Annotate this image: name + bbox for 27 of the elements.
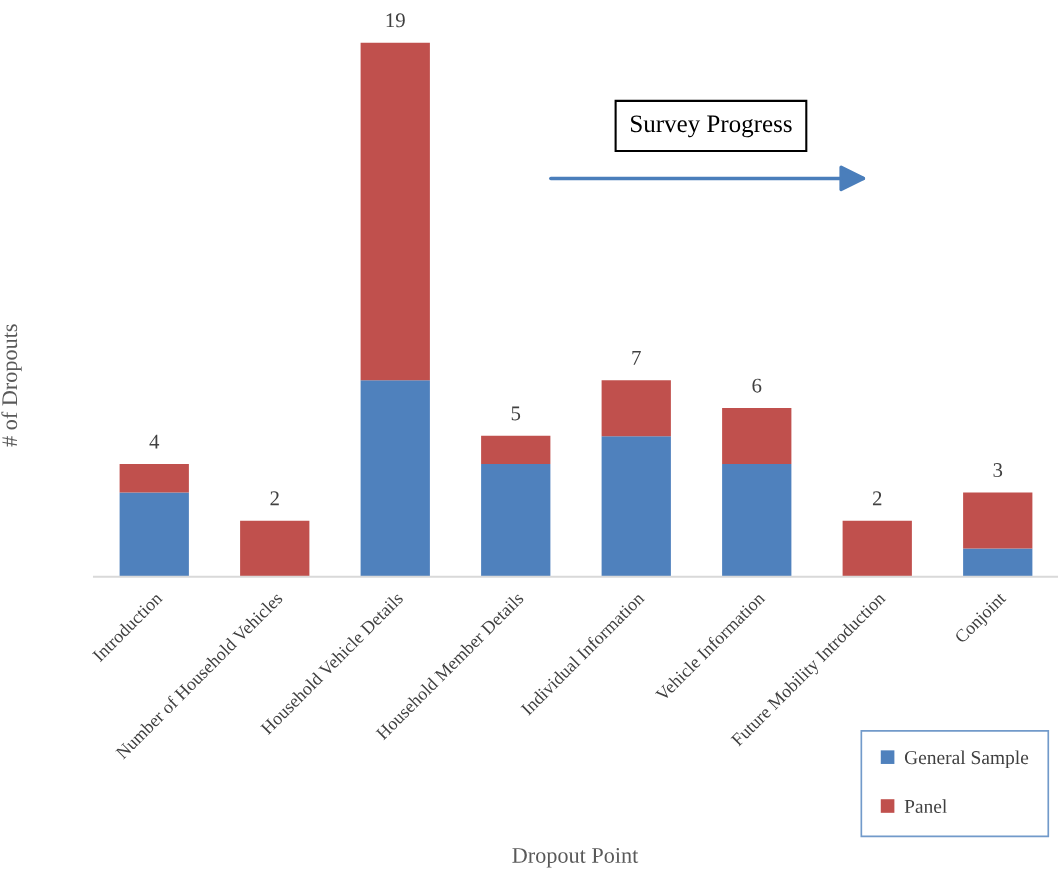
- annotation: 3: [993, 463, 1003, 478]
- bar: [722, 408, 792, 465]
- bar: [360, 42, 430, 381]
- bar: [119, 464, 189, 493]
- annotation: 6: [752, 378, 762, 393]
- legend-label: Panel: [904, 799, 947, 814]
- annotation: 5: [511, 406, 521, 421]
- bar: [722, 464, 792, 577]
- bar: [963, 548, 1033, 577]
- annotation: 19: [386, 13, 405, 28]
- bar: [601, 436, 671, 577]
- bar: [481, 435, 551, 465]
- annotation: 2: [270, 491, 279, 506]
- bar: [842, 520, 912, 577]
- bar: [119, 492, 189, 577]
- y-axis-title: # of Dropouts: [1, 324, 22, 447]
- bar: [360, 380, 430, 577]
- annotation: Survey Progress: [631, 115, 792, 138]
- bar: [240, 520, 310, 577]
- x-axis-title: Dropout Point: [512, 847, 639, 868]
- bar: [481, 464, 551, 577]
- annotation: 2: [872, 491, 882, 506]
- annotation: 4: [149, 434, 160, 449]
- legend-label: General Sample: [904, 750, 1029, 769]
- annotation: 7: [632, 351, 641, 365]
- bar: [601, 380, 671, 437]
- bar: [963, 492, 1033, 549]
